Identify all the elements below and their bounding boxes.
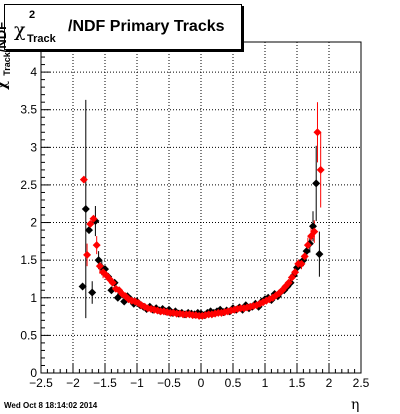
y-tick-label: 1 bbox=[30, 291, 37, 305]
grid-lines bbox=[41, 42, 361, 373]
title-chi-symbol: χ bbox=[14, 19, 26, 41]
x-tick-label: 2 bbox=[326, 376, 333, 390]
y-tick-label: 4 bbox=[30, 65, 37, 79]
x-tick-label: 1 bbox=[262, 376, 269, 390]
ylabel-superscript: 2 bbox=[0, 76, 1, 81]
chart-title-box: χ 2 Track /NDF Primary Tracks bbox=[4, 4, 242, 50]
red-diamond-marker bbox=[95, 262, 104, 271]
y-tick-label: 1.5 bbox=[20, 253, 37, 267]
red-diamond-marker bbox=[79, 175, 88, 184]
black-diamond-marker bbox=[85, 226, 93, 235]
red-diamond-marker bbox=[303, 241, 312, 250]
title-subscript: Track bbox=[27, 33, 56, 45]
x-tick-label: −2.5 bbox=[29, 376, 53, 390]
chart-title: /NDF Primary Tracks bbox=[68, 18, 225, 35]
y-tick-label: 0.5 bbox=[20, 328, 37, 342]
red-diamond-marker bbox=[313, 128, 322, 137]
x-tick-label: −1.5 bbox=[93, 376, 117, 390]
axes: −2.5 −2 −1.5 −1 −0.5 0 0.5 1 1.5 2 2.5 0 0.5 1 1.5 2 2.5… bbox=[20, 41, 370, 390]
red-diamond-marker bbox=[86, 220, 95, 229]
black-diamond-marker bbox=[315, 250, 324, 259]
black-diamond-marker bbox=[94, 256, 103, 265]
red-diamond-marker bbox=[297, 259, 306, 268]
red-diamond-marker bbox=[310, 227, 319, 236]
y-tick-label: 3 bbox=[30, 140, 37, 154]
y-tick-label: 0 bbox=[30, 366, 37, 380]
black-diamond-marker bbox=[78, 282, 87, 291]
data-markers bbox=[78, 128, 325, 320]
ylabel-subscript: Track bbox=[2, 52, 12, 76]
red-diamond-marker bbox=[92, 241, 101, 250]
ylabel-chi-symbol: χ bbox=[0, 81, 10, 90]
x-tick-label: −2 bbox=[66, 376, 80, 390]
x-axis-label: η bbox=[351, 397, 360, 413]
x-tick-label: 1.5 bbox=[289, 376, 306, 390]
red-diamond-marker bbox=[83, 250, 92, 259]
x-tick-label: 2.5 bbox=[353, 376, 370, 390]
red-diamond-marker bbox=[316, 165, 325, 174]
x-tick-label: −0.5 bbox=[157, 376, 181, 390]
red-diamond-marker bbox=[108, 278, 117, 287]
title-superscript: 2 bbox=[29, 9, 36, 21]
red-diamond-marker bbox=[284, 278, 293, 287]
y-tick-label: 2.5 bbox=[20, 178, 37, 192]
x-tick-label: 0 bbox=[198, 376, 205, 390]
red-diamond-marker bbox=[89, 214, 98, 223]
black-diamond-marker bbox=[88, 288, 97, 297]
red-diamond-marker bbox=[287, 273, 296, 282]
black-diamond-marker bbox=[81, 205, 90, 214]
timestamp-footer: Wed Oct 8 18:14:02 2014 bbox=[4, 401, 98, 410]
red-diamond-marker bbox=[291, 268, 300, 277]
y-tick-label: 3.5 bbox=[20, 103, 37, 117]
x-tick-label: 0.5 bbox=[225, 376, 242, 390]
red-diamond-marker bbox=[300, 252, 309, 261]
ylabel-text: /NDF bbox=[0, 21, 9, 53]
x-tick-label: −1 bbox=[130, 376, 144, 390]
black-diamond-marker bbox=[312, 179, 321, 188]
y-tick-label: 2 bbox=[30, 216, 37, 230]
